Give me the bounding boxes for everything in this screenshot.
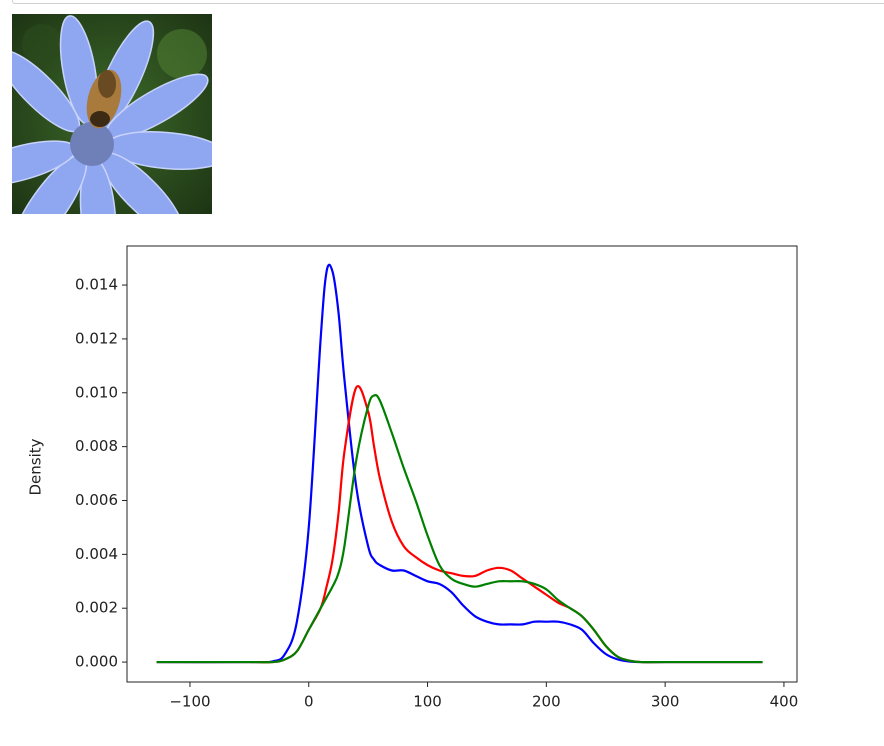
density-line [156,384,763,664]
density-line [156,393,763,664]
plot-frame [126,245,798,683]
y-tick-label: 0.000 [75,653,118,671]
x-tick-label: 200 [532,693,561,711]
x-tick-label: 300 [651,693,680,711]
y-tick-label: 0.010 [75,383,118,401]
x-tick-label: 100 [413,693,442,711]
cell-border [12,0,884,4]
y-tick-label: 0.006 [75,491,118,509]
x-tick-label: 0 [304,693,314,711]
x-tick-label: −100 [169,693,210,711]
y-tick-label: 0.002 [75,599,118,617]
y-tick-label: 0.004 [75,545,118,563]
y-tick-label: 0.012 [75,329,118,347]
flower-image [12,14,212,214]
y-axis-label: Density [27,438,45,495]
y-tick-label: 0.008 [75,437,118,455]
x-tick-label: 400 [770,693,799,711]
y-tick-label: 0.014 [75,276,118,294]
density-line [156,263,763,664]
